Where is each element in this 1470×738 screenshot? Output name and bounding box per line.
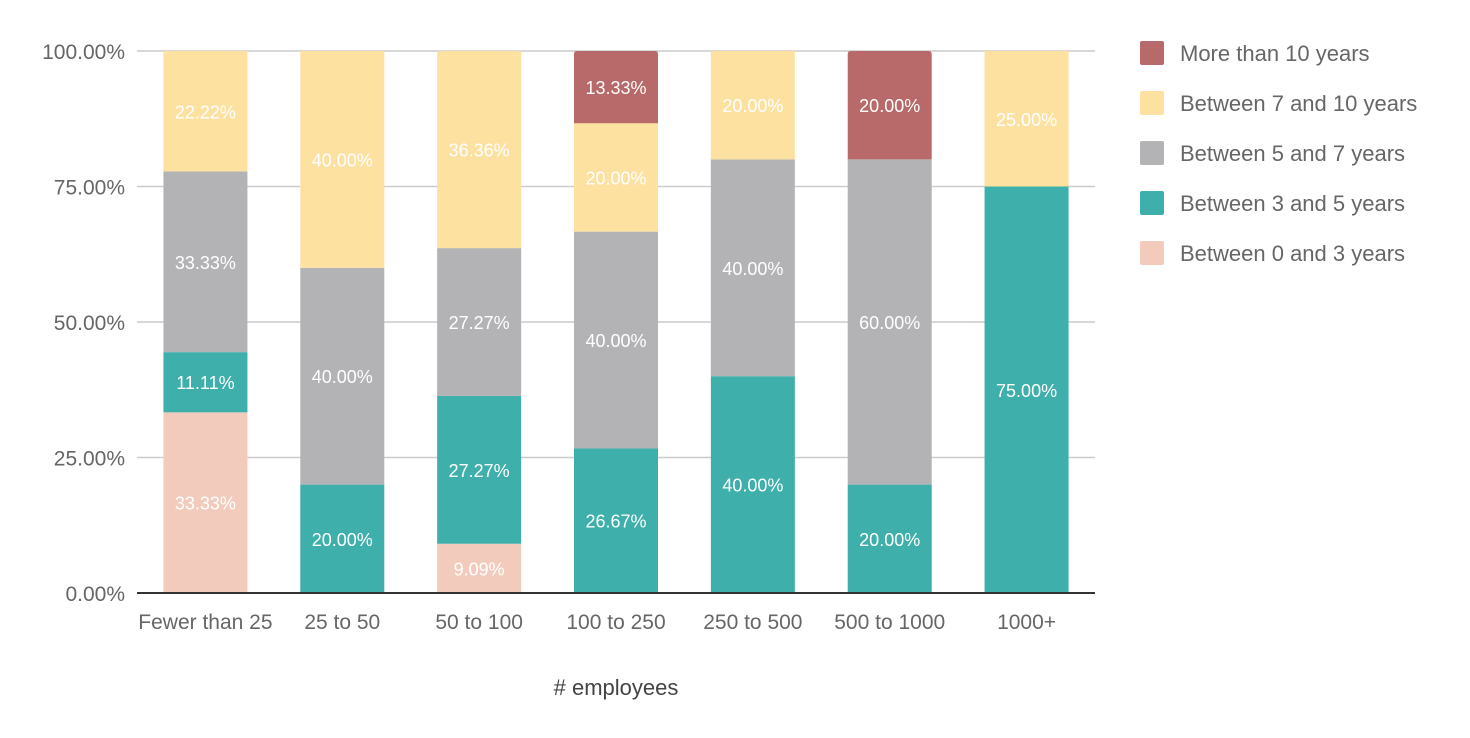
x-tick-label: 25 to 50 xyxy=(304,611,380,634)
bar-segment xyxy=(300,267,385,485)
data-label: 26.67% xyxy=(585,512,646,532)
y-tick-label: 50.00% xyxy=(54,312,125,335)
legend-label: Between 5 and 7 years xyxy=(1180,141,1405,166)
bar-segment xyxy=(574,448,658,593)
bar-segment xyxy=(163,352,248,413)
bar-segment xyxy=(984,186,1069,593)
bar-segment xyxy=(574,123,658,232)
x-axis-title: # employees xyxy=(554,675,679,700)
legend-label: Between 3 and 5 years xyxy=(1180,191,1405,216)
x-axis-ticks: Fewer than 25 25 to 50 50 to 100 100 to 250… xyxy=(138,611,1056,634)
legend-swatch xyxy=(1140,191,1164,215)
legend: More than 10 years Between 7 and 10 years… xyxy=(1140,41,1417,266)
data-label: 11.11% xyxy=(176,373,234,393)
data-label: 9.09% xyxy=(454,559,505,579)
legend-swatch xyxy=(1140,141,1164,165)
data-label: 25.00% xyxy=(996,110,1057,130)
bar-segment xyxy=(710,376,795,593)
data-label: 40.00% xyxy=(312,150,373,170)
y-tick-label: 100.00% xyxy=(42,41,125,64)
bar-segment xyxy=(574,231,658,449)
data-label: 40.00% xyxy=(312,367,373,387)
bar-segment xyxy=(437,51,522,249)
bar-segment xyxy=(847,159,932,485)
legend-label: Between 0 and 3 years xyxy=(1180,241,1405,266)
data-label: 20.00% xyxy=(859,530,920,550)
bar-segment xyxy=(847,484,932,593)
bar-segment xyxy=(710,51,795,160)
bar-segment xyxy=(300,484,385,593)
data-label: 13.33% xyxy=(585,78,646,98)
data-label: 20.00% xyxy=(859,96,920,116)
data-label: 22.22% xyxy=(175,102,236,122)
legend-label: More than 10 years xyxy=(1180,41,1370,66)
x-tick-label: 500 to 1000 xyxy=(834,611,945,634)
x-tick-label: 100 to 250 xyxy=(566,611,665,634)
data-label: 20.00% xyxy=(722,96,783,116)
bar-segment xyxy=(163,171,248,353)
data-label: 60.00% xyxy=(859,313,920,333)
data-label: 40.00% xyxy=(585,331,646,351)
data-label: 20.00% xyxy=(312,530,373,550)
x-tick-label: Fewer than 25 xyxy=(138,611,272,634)
data-label: 33.33% xyxy=(175,253,236,273)
data-label: 33.33% xyxy=(175,494,236,514)
x-tick-label: 1000+ xyxy=(997,611,1056,634)
bar-segment xyxy=(437,248,522,396)
y-tick-label: 0.00% xyxy=(65,583,125,606)
bar-segment xyxy=(437,395,522,544)
data-label: 40.00% xyxy=(722,476,783,496)
data-label: 36.36% xyxy=(449,141,510,161)
bar-segment xyxy=(847,51,932,160)
bar-segment xyxy=(984,51,1069,187)
data-label: 75.00% xyxy=(996,381,1057,401)
y-tick-label: 75.00% xyxy=(54,177,125,200)
y-tick-label: 25.00% xyxy=(54,448,125,471)
legend-swatch xyxy=(1140,91,1164,115)
bar-segment xyxy=(300,51,385,268)
bar-segment xyxy=(710,159,795,377)
data-labels: 33.33% 11.11% 33.33% 22.22% 20.00% 40.00% 40.0… xyxy=(175,78,1057,579)
legend-swatch xyxy=(1140,241,1164,265)
data-label: 27.27% xyxy=(449,313,510,333)
x-tick-label: 250 to 500 xyxy=(703,611,802,634)
data-label: 40.00% xyxy=(722,259,783,279)
bars xyxy=(163,51,1069,593)
data-label: 27.27% xyxy=(449,461,510,481)
bar-segment xyxy=(163,51,248,172)
y-axis-ticks: 0.00% 25.00% 50.00% 75.00% 100.00% xyxy=(42,41,125,606)
bar-segment xyxy=(574,51,658,124)
legend-swatch xyxy=(1140,41,1164,65)
legend-label: Between 7 and 10 years xyxy=(1180,91,1417,116)
x-tick-label: 50 to 100 xyxy=(435,611,523,634)
data-label: 20.00% xyxy=(585,168,646,188)
bar-segment xyxy=(437,543,522,593)
bar-segment xyxy=(163,412,248,593)
